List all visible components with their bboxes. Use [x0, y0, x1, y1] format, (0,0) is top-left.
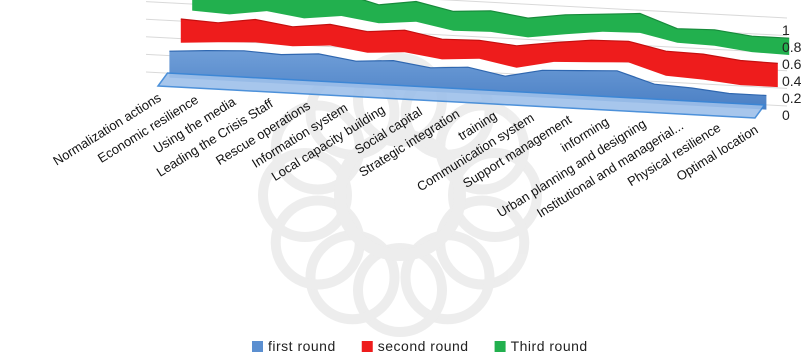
legend-swatch: [494, 341, 506, 352]
series-area-1: [169, 50, 767, 110]
legend-swatch: [252, 341, 263, 352]
legend-swatch: [361, 341, 373, 352]
series-edge-3: [361, 0, 790, 39]
legend-label: first round: [268, 338, 336, 354]
series-area-2: [180, 19, 778, 88]
legend-label: second round: [378, 338, 469, 354]
legend-item: Third round: [494, 338, 588, 354]
series-floor-1: [156, 72, 766, 119]
y-tick-label: 0: [782, 107, 790, 123]
legend-item: second round: [361, 338, 469, 354]
legend-item: first round: [252, 338, 336, 354]
legend-label: Third round: [511, 338, 588, 354]
y-tick-label: 0.6: [782, 56, 802, 72]
y-tick-label: 0.8: [782, 39, 802, 55]
y-tick-label: 1: [782, 22, 790, 38]
series-edge-2: [180, 18, 778, 64]
series-edge-1: [169, 49, 767, 97]
gridline: [438, 0, 788, 19]
plot-area: [156, 0, 790, 119]
y-axis-ticks: 00.20.40.60.81: [782, 22, 802, 123]
y-tick-label: 0.2: [782, 90, 802, 106]
legend: first round second round Third round: [252, 338, 588, 354]
y-tick-label: 0.4: [782, 73, 802, 89]
